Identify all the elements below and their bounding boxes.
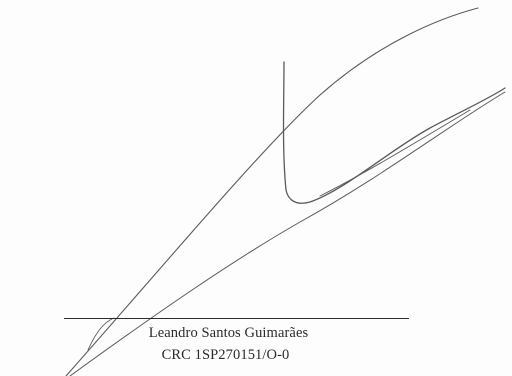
signer-block: Leandro Santos Guimarães CRC 1SP270151/O… [64, 324, 409, 365]
signature-stroke-lower [69, 91, 506, 376]
signature-stroke-tail [87, 317, 115, 351]
signer-name: Leandro Santos Guimarães [148, 325, 309, 341]
signature-line [64, 318, 409, 319]
signer-registration: CRC 1SP270151/O-0 [161, 347, 290, 363]
signature-stroke-return [319, 109, 471, 197]
signature-stroke-hook [282, 61, 506, 204]
signature-stroke-main [65, 7, 479, 376]
